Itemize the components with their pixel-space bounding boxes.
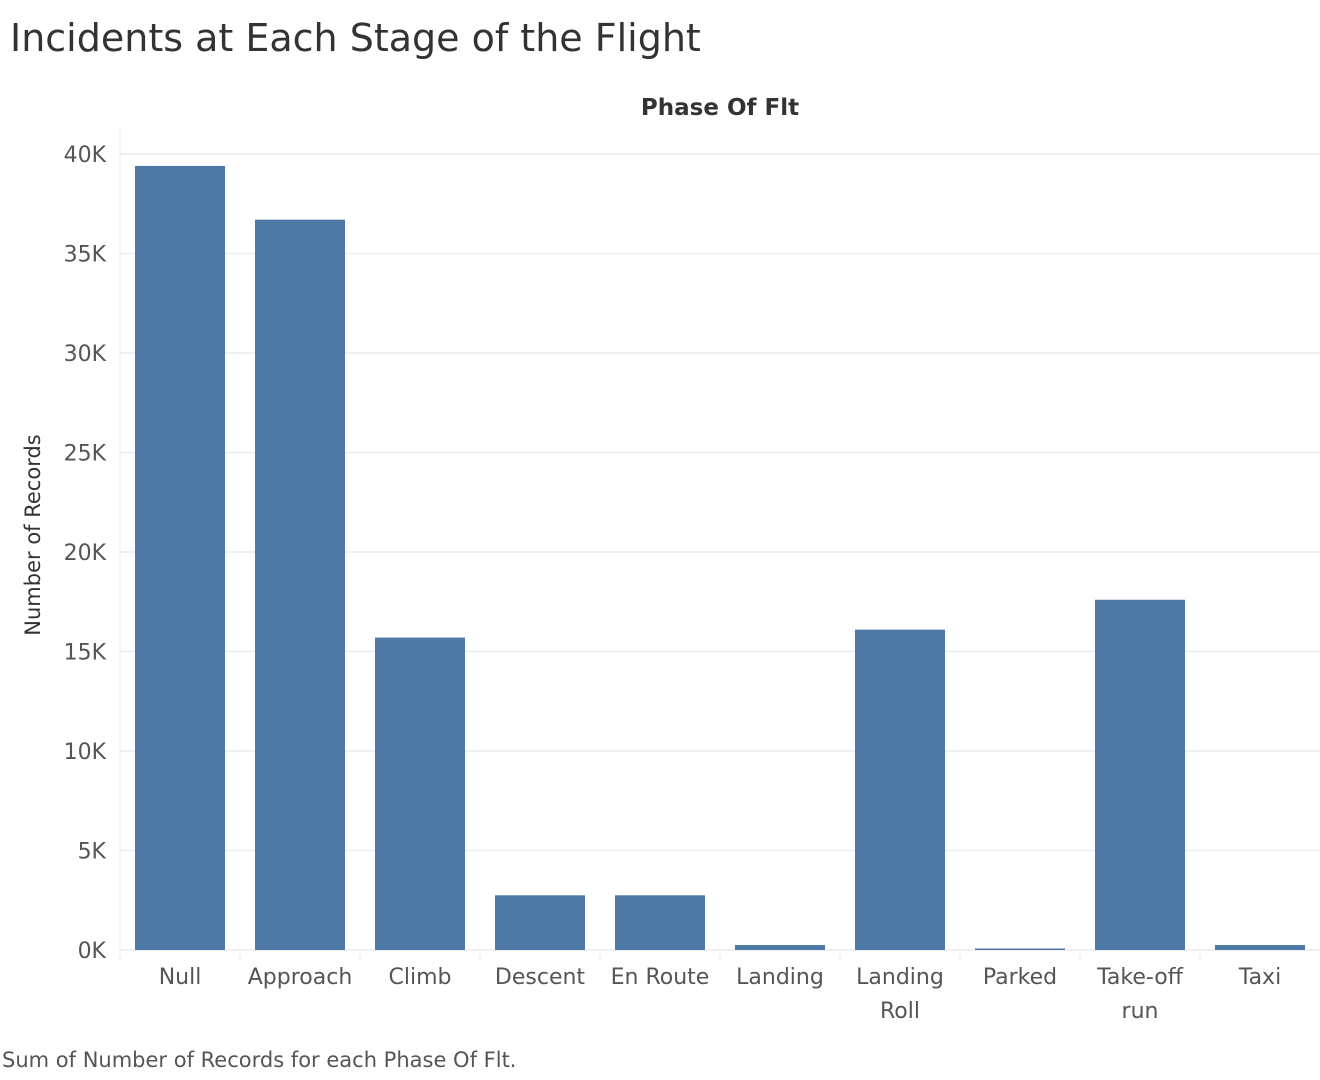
y-tick-label: 10K [64,740,107,765]
bar[interactable] [375,637,465,950]
x-tick-label: Approach [248,965,353,990]
bar[interactable] [855,629,945,950]
x-axis-ticks: Null Approach Climb Descent En Route Landing L… [119,954,1281,1024]
x-tick-label: Taxi [1238,965,1281,990]
bar[interactable] [615,895,705,950]
x-tick-label: En Route [611,965,710,990]
chart-container: Phase Of Flt Number of Records 0K 5K 10K 15… [0,80,1320,1040]
bar[interactable] [975,948,1065,951]
x-tick-label: Landing Roll [856,965,944,1024]
bars [135,165,1305,951]
bar[interactable] [1095,599,1185,950]
x-tick-label: Parked [983,965,1057,990]
page-title: Incidents at Each Stage of the Flight [10,16,701,60]
bar[interactable] [735,945,825,950]
bar[interactable] [495,895,585,950]
x-tick-label: Landing [736,965,824,990]
x-tick-label: Descent [495,965,586,990]
bar[interactable] [135,165,225,950]
bar[interactable] [255,219,345,951]
chart-title: Phase Of Flt [641,95,799,121]
y-tick-label: 20K [64,541,107,566]
y-tick-label: 30K [64,342,107,367]
y-axis-label: Number of Records [21,434,45,635]
y-tick-label: 5K [78,840,107,865]
y-tick-label: 15K [64,641,107,666]
x-tick-label: Climb [389,965,452,990]
y-tick-label: 35K [64,243,107,268]
y-tick-label: 25K [64,442,107,467]
chart-caption: Sum of Number of Records for each Phase … [2,1048,517,1072]
y-tick-label: 40K [64,143,107,168]
y-axis-ticks: 0K 5K 10K 15K 20K 25K 30K 35K 40K [64,143,107,964]
x-tick-label: Null [159,965,202,990]
bar-chart: Phase Of Flt Number of Records 0K 5K 10K 15… [21,95,1320,1024]
bar[interactable] [1215,945,1305,950]
y-tick-label: 0K [78,939,107,964]
x-tick-label: Take-off run [1096,965,1184,1024]
